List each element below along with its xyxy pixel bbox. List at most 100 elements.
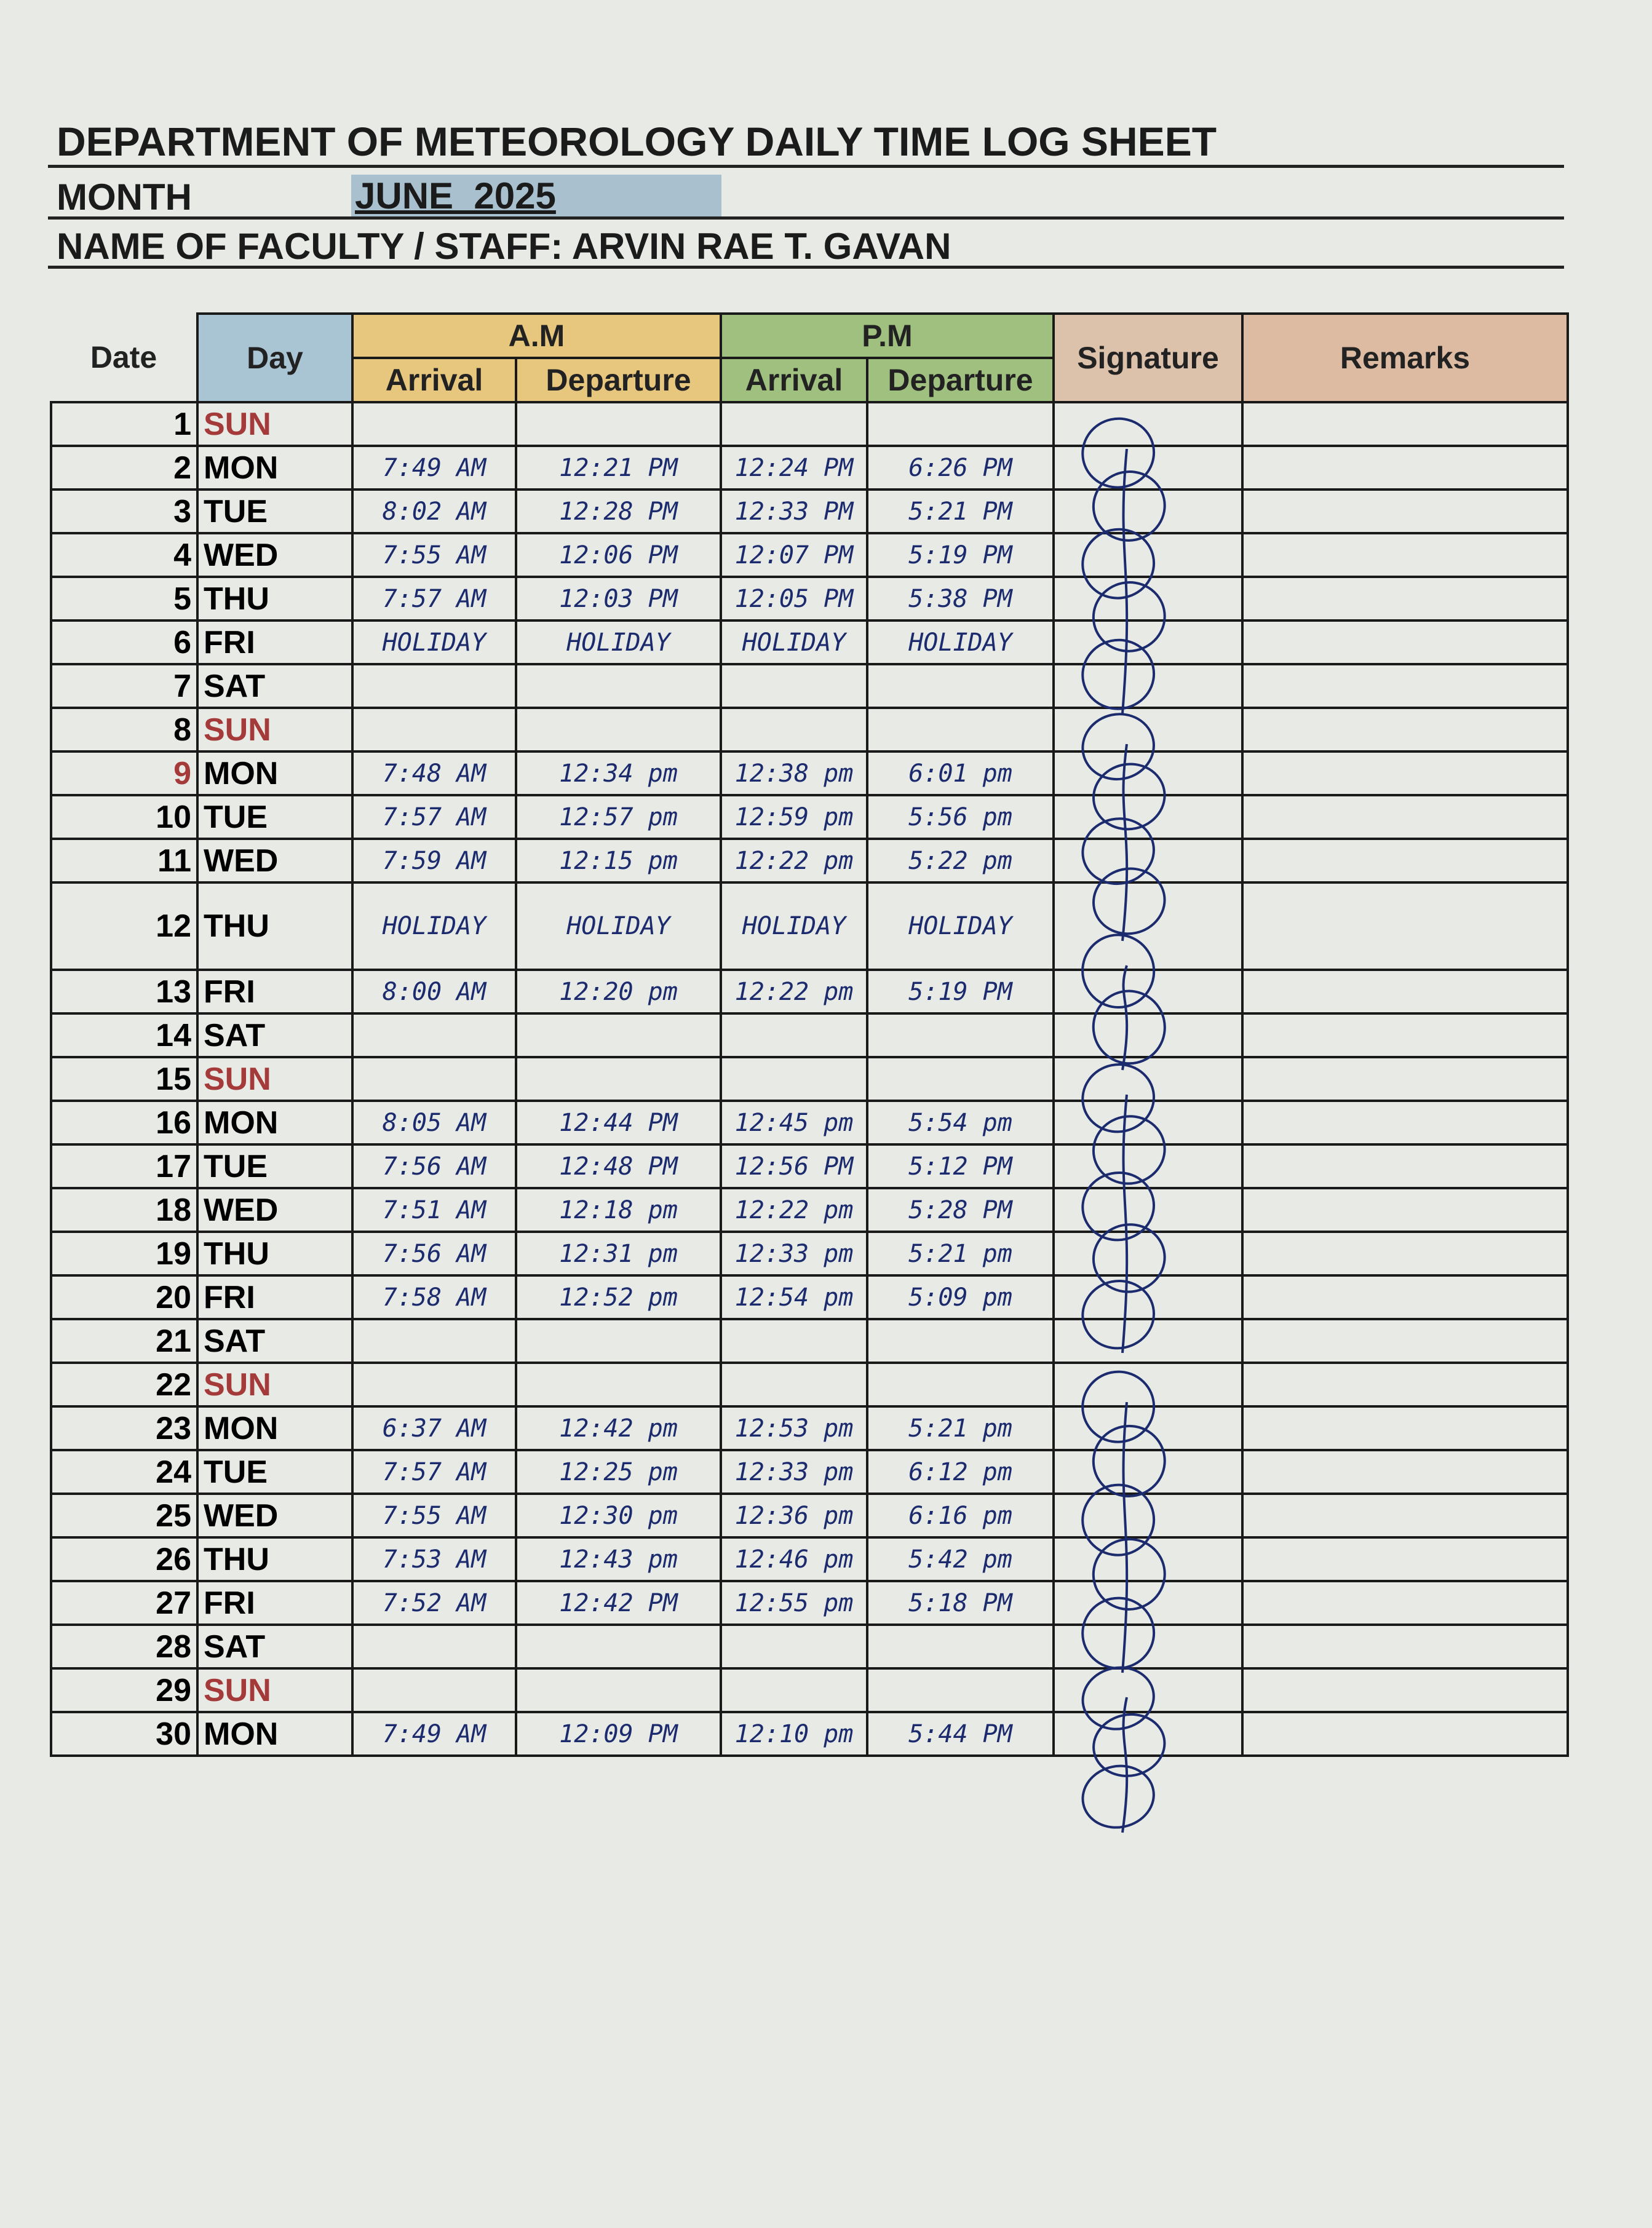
signature-cell	[1052, 1362, 1244, 1408]
pm-departure-cell: 6:16 pm	[866, 1493, 1055, 1539]
am-departure-cell: 12:52 pm	[515, 1274, 722, 1320]
log-row: 30 MON 7:49 AM 12:09 PM 12:10 pm 5:44 PM	[50, 1711, 1569, 1757]
day-cell: THU	[196, 1536, 354, 1582]
log-row: 17 TUE 7:56 AM 12:48 PM 12:56 PM 5:12 PM	[50, 1143, 1569, 1189]
time-log-table: Date Day A.M P.M Signature Remarks Arriv…	[50, 312, 1569, 1757]
date-cell: 14	[50, 1012, 199, 1058]
header-pm-departure: Departure	[866, 357, 1055, 403]
date-cell: 6	[50, 619, 199, 665]
date-cell: 18	[50, 1187, 199, 1233]
pm-arrival-cell	[720, 707, 868, 753]
pm-departure-cell: HOLIDAY	[866, 881, 1055, 971]
log-row: 15 SUN	[50, 1056, 1569, 1102]
am-arrival-cell	[351, 1012, 517, 1058]
day-cell: SUN	[196, 1362, 354, 1408]
pm-arrival-cell: 12:05 PM	[720, 576, 868, 622]
log-row: 20 FRI 7:58 AM 12:52 pm 12:54 pm 5:09 pm	[50, 1274, 1569, 1320]
pm-departure-cell	[866, 1667, 1055, 1713]
am-arrival-cell: 7:49 AM	[351, 1711, 517, 1757]
remarks-cell	[1241, 1274, 1569, 1320]
log-row: 7 SAT	[50, 663, 1569, 709]
day-cell: SAT	[196, 1318, 354, 1364]
day-cell: FRI	[196, 1580, 354, 1626]
date-cell: 1	[50, 401, 199, 447]
pm-arrival-cell: 12:53 pm	[720, 1405, 868, 1451]
remarks-cell	[1241, 401, 1569, 447]
date-cell: 28	[50, 1623, 199, 1670]
log-row: 26 THU 7:53 AM 12:43 pm 12:46 pm 5:42 pm	[50, 1536, 1569, 1582]
am-departure-cell: 12:18 pm	[515, 1187, 722, 1233]
am-departure-cell	[515, 1056, 722, 1102]
day-cell: THU	[196, 881, 354, 971]
pm-departure-cell	[866, 1056, 1055, 1102]
header-am: A.M	[351, 312, 722, 359]
day-cell: SAT	[196, 1012, 354, 1058]
am-arrival-cell: HOLIDAY	[351, 881, 517, 971]
date-cell: 15	[50, 1056, 199, 1102]
pm-departure-cell: 5:09 pm	[866, 1274, 1055, 1320]
date-cell: 9	[50, 750, 199, 796]
am-arrival-cell: 7:55 AM	[351, 1493, 517, 1539]
date-cell: 16	[50, 1100, 199, 1146]
pm-departure-cell: 5:12 PM	[866, 1143, 1055, 1189]
remarks-cell	[1241, 881, 1569, 971]
signature-cell	[1052, 969, 1244, 1015]
am-departure-cell: 12:42 pm	[515, 1405, 722, 1451]
am-arrival-cell	[351, 1056, 517, 1102]
signature-cell	[1052, 1100, 1244, 1146]
am-arrival-cell	[351, 1667, 517, 1713]
am-departure-cell	[515, 1667, 722, 1713]
am-departure-cell: HOLIDAY	[515, 881, 722, 971]
log-row: 1 SUN	[50, 401, 1569, 447]
log-row: 29 SUN	[50, 1667, 1569, 1713]
am-departure-cell	[515, 1012, 722, 1058]
am-departure-cell: 12:21 PM	[515, 445, 722, 491]
log-row: 25 WED 7:55 AM 12:30 pm 12:36 pm 6:16 pm	[50, 1493, 1569, 1539]
am-arrival-cell: 6:37 AM	[351, 1405, 517, 1451]
pm-departure-cell	[866, 1623, 1055, 1670]
header-pm: P.M	[720, 312, 1055, 359]
day-cell: MON	[196, 1711, 354, 1757]
am-arrival-cell: 7:59 AM	[351, 838, 517, 884]
signature-cell	[1052, 1580, 1244, 1626]
am-arrival-cell: HOLIDAY	[351, 619, 517, 665]
pm-departure-cell	[866, 663, 1055, 709]
am-arrival-cell	[351, 663, 517, 709]
date-cell: 27	[50, 1580, 199, 1626]
am-arrival-cell	[351, 401, 517, 447]
signature-cell	[1052, 488, 1244, 534]
remarks-cell	[1241, 445, 1569, 491]
pm-departure-cell: 5:54 pm	[866, 1100, 1055, 1146]
date-cell: 3	[50, 488, 199, 534]
log-row: 4 WED 7:55 AM 12:06 PM 12:07 PM 5:19 PM	[50, 532, 1569, 578]
pm-arrival-cell: 12:22 pm	[720, 969, 868, 1015]
date-cell: 24	[50, 1449, 199, 1495]
am-arrival-cell: 7:57 AM	[351, 576, 517, 622]
date-cell: 22	[50, 1362, 199, 1408]
remarks-cell	[1241, 1405, 1569, 1451]
am-arrival-cell: 7:57 AM	[351, 794, 517, 840]
pm-arrival-cell	[720, 1012, 868, 1058]
day-cell: TUE	[196, 1449, 354, 1495]
remarks-cell	[1241, 1667, 1569, 1713]
am-arrival-cell: 7:53 AM	[351, 1536, 517, 1582]
log-row: 2 MON 7:49 AM 12:21 PM 12:24 PM 6:26 PM	[50, 445, 1569, 491]
pm-departure-cell: 6:12 pm	[866, 1449, 1055, 1495]
day-cell: SUN	[196, 707, 354, 753]
pm-arrival-cell: 12:38 pm	[720, 750, 868, 796]
pm-arrival-cell	[720, 663, 868, 709]
am-arrival-cell	[351, 707, 517, 753]
pm-departure-cell: HOLIDAY	[866, 619, 1055, 665]
rule	[48, 216, 1564, 220]
log-row: 28 SAT	[50, 1623, 1569, 1670]
pm-arrival-cell: 12:55 pm	[720, 1580, 868, 1626]
pm-departure-cell: 5:38 PM	[866, 576, 1055, 622]
day-cell: SAT	[196, 663, 354, 709]
day-cell: SUN	[196, 401, 354, 447]
log-row: 16 MON 8:05 AM 12:44 PM 12:45 pm 5:54 pm	[50, 1100, 1569, 1146]
day-cell: MON	[196, 750, 354, 796]
date-cell: 10	[50, 794, 199, 840]
header-signature: Signature	[1052, 312, 1244, 403]
date-cell: 26	[50, 1536, 199, 1582]
date-cell: 8	[50, 707, 199, 753]
